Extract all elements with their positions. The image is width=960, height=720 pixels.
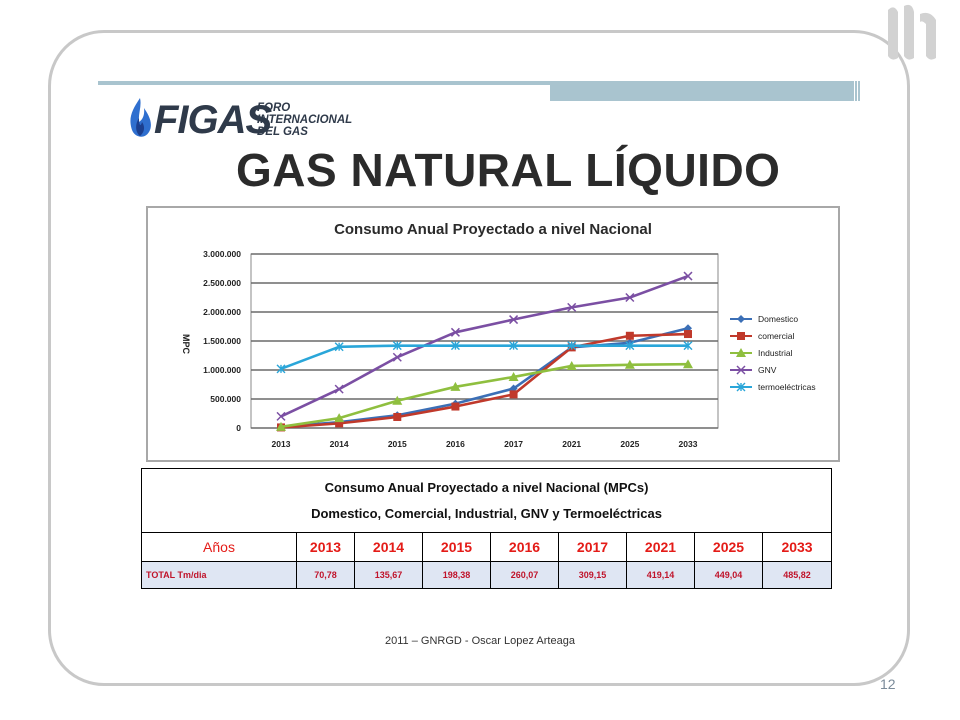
top-accent-block	[550, 81, 855, 101]
data-point	[451, 402, 460, 411]
data-point	[450, 327, 460, 337]
data-point	[276, 421, 286, 431]
x-tick-label: 2025	[620, 439, 639, 449]
year-cell: 2015	[422, 532, 491, 562]
x-tick-label: 2033	[679, 439, 698, 449]
legend-label: comercial	[758, 331, 794, 341]
data-point	[624, 359, 635, 369]
table-subtitle: Domestico, Comercial, Industrial, GNV y …	[311, 505, 662, 521]
years-label: Años	[141, 532, 297, 562]
logo-subtitle: FORO INTERNACIONAL DEL GAS	[257, 102, 353, 138]
series-line	[280, 274, 689, 418]
line-chart: Consumo Anual Proyectado a nivel Naciona…	[146, 206, 840, 462]
chart-canvas: Consumo Anual Proyectado a nivel Naciona…	[181, 221, 816, 449]
top-accent-stripes	[852, 81, 860, 101]
page-number: 12	[880, 676, 896, 692]
flame-icon	[130, 98, 151, 137]
x-tick-label: 2015	[388, 439, 407, 449]
data-point	[450, 381, 461, 391]
data-point	[684, 330, 692, 339]
data-point	[736, 382, 746, 392]
data-point	[509, 315, 519, 325]
data-point	[393, 412, 402, 421]
y-tick-label: 3.000.000	[203, 249, 241, 259]
data-point	[334, 342, 344, 352]
data-point	[509, 341, 519, 351]
year-cell: 2033	[761, 532, 833, 562]
y-tick-label: 2.500.000	[203, 278, 241, 288]
data-point	[567, 302, 577, 312]
year-cell: 2025	[694, 532, 763, 562]
legend-label: GNV	[758, 365, 777, 375]
data-point	[566, 360, 577, 370]
year-cell: 2021	[626, 532, 695, 562]
top-accent-bar	[98, 81, 858, 85]
data-point	[683, 271, 693, 281]
row-label: TOTAL Tm/dia	[141, 561, 297, 589]
data-point	[567, 341, 577, 351]
data-point	[276, 364, 286, 374]
value-cell: 70,78	[296, 561, 355, 589]
chart-title: Consumo Anual Proyectado a nivel Naciona…	[334, 221, 652, 238]
x-tick-label: 2016	[446, 439, 465, 449]
legend-label: Domestico	[758, 314, 798, 324]
value-cell: 260,07	[490, 561, 559, 589]
slide-title: GAS NATURAL LÍQUIDO	[236, 144, 781, 196]
x-tick-label: 2013	[272, 439, 291, 449]
data-point	[334, 413, 345, 423]
data-point	[683, 341, 693, 351]
year-cell: 2017	[558, 532, 627, 562]
value-cell: 485,82	[761, 561, 833, 589]
data-point	[334, 384, 344, 394]
logo-wordmark: FIGAS	[154, 98, 272, 142]
data-point	[509, 390, 518, 399]
data-point	[737, 315, 745, 323]
legend-label: termoeléctricas	[758, 382, 816, 392]
data-point	[392, 352, 402, 362]
y-tick-label: 1.500.000	[203, 336, 241, 346]
x-tick-label: 2017	[504, 439, 523, 449]
x-tick-label: 2014	[330, 439, 349, 449]
data-point	[736, 348, 746, 357]
data-point	[276, 411, 286, 421]
value-cell: 198,38	[422, 561, 491, 589]
data-point	[335, 419, 344, 428]
series-line	[280, 332, 689, 429]
data-point	[736, 365, 746, 375]
y-axis-label: MPC	[181, 334, 191, 355]
data-point	[392, 395, 403, 405]
y-tick-label: 1.000.000	[203, 365, 241, 375]
x-tick-label: 2021	[562, 439, 581, 449]
series-line	[280, 344, 688, 371]
value-cell: 135,67	[354, 561, 423, 589]
data-point	[392, 341, 402, 351]
data-point	[450, 341, 460, 351]
data-point	[508, 371, 519, 381]
value-cell: 449,04	[694, 561, 763, 589]
year-cell: 2014	[354, 532, 423, 562]
slide-footer: 2011 – GNRGD - Oscar Lopez Arteaga	[385, 635, 575, 647]
monogram-watermark	[888, 4, 936, 60]
table-header-cell: Consumo Anual Proyectado a nivel Naciona…	[140, 468, 833, 533]
data-point	[737, 332, 745, 340]
y-tick-label: 2.000.000	[203, 307, 241, 317]
year-cell: 2016	[490, 532, 559, 562]
y-tick-label: 500.000	[210, 394, 241, 404]
data-point	[683, 359, 693, 369]
series-line	[280, 362, 689, 429]
consumption-table: Consumo Anual Proyectado a nivel Naciona…	[140, 468, 833, 589]
value-cell: 419,14	[626, 561, 695, 589]
data-point	[625, 331, 634, 340]
table-title: Consumo Anual Proyectado a nivel Naciona…	[324, 479, 649, 495]
year-cell: 2013	[296, 532, 355, 562]
legend-label: Industrial	[758, 348, 793, 358]
y-tick-label: 0	[236, 423, 241, 433]
figas-logo: FIGAS FORO INTERNACIONAL DEL GAS	[126, 94, 356, 146]
value-cell: 309,15	[558, 561, 627, 589]
data-point	[625, 341, 635, 351]
data-point	[625, 292, 635, 303]
